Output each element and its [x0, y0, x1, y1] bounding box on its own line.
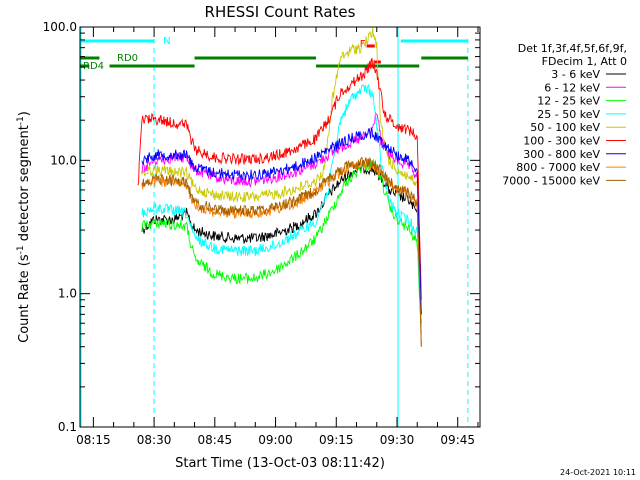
- x-tick-label: 09:30: [380, 433, 415, 447]
- annotation-layer: N RD0 RD4 F: [80, 27, 469, 427]
- y-tick-label: 0.1: [58, 420, 77, 434]
- legend-entry-label: 50 - 100 keV: [530, 121, 600, 134]
- x-tick-label: 09:00: [258, 433, 293, 447]
- series-layer: [137, 27, 422, 347]
- y-axis-label-main: Count Rate (s: [17, 254, 32, 343]
- rd0-label: RD0: [117, 53, 138, 64]
- legend-entry-label: 12 - 25 keV: [537, 95, 600, 108]
- legend-entry-label: 25 - 50 keV: [537, 108, 600, 121]
- y-axis-label-sup1: -1: [16, 245, 26, 254]
- x-tick-label: 08:30: [137, 433, 172, 447]
- x-tick-label: 08:15: [76, 433, 111, 447]
- night-label: N: [163, 36, 170, 47]
- legend-entry-label: 6 - 12 keV: [544, 81, 600, 94]
- series-line: [141, 83, 422, 334]
- x-tick-label: 08:45: [198, 433, 233, 447]
- flag-f-label: F: [360, 39, 366, 50]
- legend-entry-label: 100 - 300 keV: [523, 135, 600, 148]
- legend-header-line2: FDecim 1, Att 0: [542, 55, 627, 68]
- legend-entry-label: 3 - 6 keV: [551, 68, 600, 81]
- series-line: [141, 158, 422, 334]
- x-tick-label: 09:15: [319, 433, 354, 447]
- legend-entry-label: 300 - 800 keV: [523, 148, 600, 161]
- y-tick-label: 10.0: [50, 153, 77, 167]
- legend: Det 1f,3f,4f,5f,6f,9f, FDecim 1, Att 0 3…: [502, 42, 627, 187]
- y-tick-label: 100.0: [43, 20, 77, 34]
- y-axis-label-mid: detector segment: [17, 125, 32, 245]
- series-line: [141, 157, 422, 347]
- series-line: [141, 156, 422, 347]
- plot-frame: [79, 26, 481, 428]
- x-axis-label: Start Time (13-Oct-03 08:11:42): [175, 456, 385, 471]
- legend-header-line1: Det 1f,3f,4f,5f,6f,9f,: [518, 42, 627, 55]
- date-stamp: 24-Oct-2021 10:11: [560, 468, 636, 477]
- series-line: [141, 161, 422, 324]
- x-tick-label: 09:45: [440, 433, 475, 447]
- legend-entry-label: 800 - 7000 keV: [516, 161, 600, 174]
- chart-title: RHESSI Count Rates: [205, 3, 356, 21]
- y-axis-label-sup2: -1: [16, 116, 26, 125]
- y-axis: 0.1 1.0 10.0 100.0: [43, 20, 480, 434]
- y-axis-label-end: ): [17, 111, 32, 116]
- x-axis: 08:15 08:30 08:45 09:00 09:15 09:30 09:45: [76, 27, 479, 447]
- series-line: [141, 27, 422, 324]
- legend-entry-label: 7000 - 15000 keV: [502, 174, 600, 187]
- series-line: [137, 57, 422, 300]
- y-axis-label: Count Rate (s-1 detector segment-1): [16, 111, 32, 343]
- rd4-label: RD4: [83, 61, 104, 72]
- series-line: [141, 126, 422, 315]
- y-tick-label: 1.0: [58, 287, 77, 301]
